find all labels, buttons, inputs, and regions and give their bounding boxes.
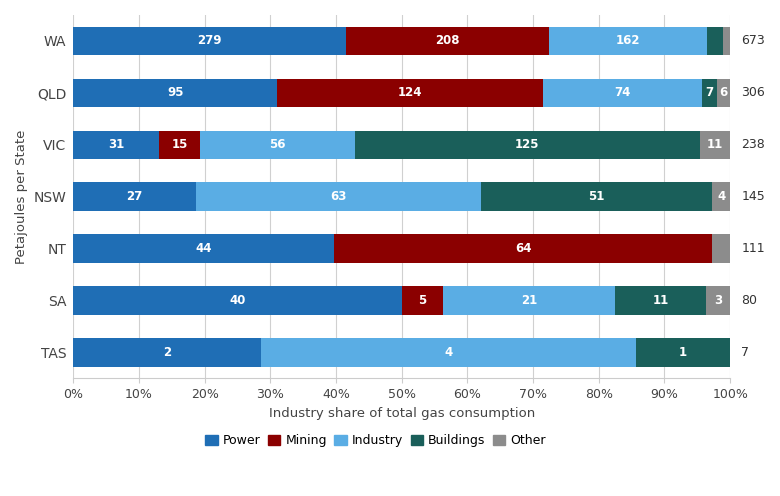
Bar (73, 27, 346, 55)
Bar (159, 130, 200, 159)
Text: 7: 7 (706, 86, 714, 99)
Text: 51: 51 (588, 190, 604, 203)
Text: 44: 44 (195, 242, 212, 255)
Bar (402, 286, 443, 315)
Bar (544, 78, 702, 107)
Text: 1: 1 (679, 346, 687, 359)
Text: 74: 74 (615, 86, 631, 99)
Text: 2: 2 (163, 346, 172, 359)
Text: 125: 125 (515, 138, 540, 151)
Bar (707, 27, 723, 55)
Text: 11: 11 (707, 138, 723, 151)
Bar (718, 78, 730, 107)
Bar (73, 286, 402, 315)
Bar (73, 130, 159, 159)
Y-axis label: Petajoules per State: Petajoules per State (15, 129, 28, 264)
Bar (196, 183, 481, 211)
Text: 95: 95 (167, 86, 183, 99)
Text: 64: 64 (515, 242, 531, 255)
Bar (712, 183, 730, 211)
Bar (615, 286, 706, 315)
Text: 11: 11 (652, 294, 668, 307)
Text: 80: 80 (741, 294, 757, 307)
Text: 15: 15 (172, 138, 188, 151)
Text: 4: 4 (717, 190, 725, 203)
Bar (261, 338, 636, 367)
Text: 124: 124 (398, 86, 423, 99)
X-axis label: Industry share of total gas consumption: Industry share of total gas consumption (268, 407, 535, 420)
Text: 21: 21 (521, 294, 537, 307)
Bar (73, 234, 334, 263)
Bar (702, 78, 718, 107)
Bar (73, 183, 196, 211)
Text: 27: 27 (126, 190, 143, 203)
Text: 238: 238 (741, 138, 765, 151)
Bar (73, 78, 277, 107)
Text: 3: 3 (714, 294, 722, 307)
Text: 279: 279 (197, 34, 222, 48)
Text: 5: 5 (418, 294, 427, 307)
Bar (706, 286, 730, 315)
Text: 306: 306 (741, 86, 765, 99)
Legend: Power, Mining, Industry, Buildings, Other: Power, Mining, Industry, Buildings, Othe… (200, 429, 551, 452)
Text: 40: 40 (229, 294, 246, 307)
Text: 31: 31 (108, 138, 124, 151)
Bar (636, 338, 730, 367)
Bar (700, 130, 730, 159)
Bar (548, 27, 707, 55)
Text: 63: 63 (330, 190, 346, 203)
Bar (723, 27, 730, 55)
Text: 4: 4 (445, 346, 453, 359)
Bar (443, 286, 615, 315)
Bar (346, 27, 548, 55)
Text: 145: 145 (741, 190, 765, 203)
Bar (277, 78, 544, 107)
Bar (73, 338, 261, 367)
Bar (712, 234, 730, 263)
Text: 673: 673 (741, 34, 765, 48)
Bar (481, 183, 712, 211)
Text: 208: 208 (435, 34, 459, 48)
Text: 56: 56 (269, 138, 285, 151)
Bar (355, 130, 700, 159)
Text: 111: 111 (741, 242, 765, 255)
Bar (200, 130, 355, 159)
Text: 7: 7 (741, 346, 750, 359)
Bar (334, 234, 712, 263)
Text: 162: 162 (615, 34, 640, 48)
Text: 6: 6 (720, 86, 728, 99)
